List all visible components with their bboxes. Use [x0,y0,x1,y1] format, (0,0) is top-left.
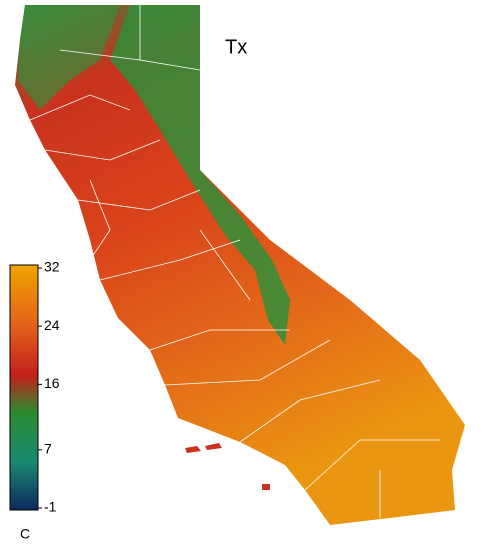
state-shape [15,5,465,525]
northwest-green [18,5,120,110]
colorbar-tick-label: 32 [44,259,60,275]
colorbar-unit: C [20,526,30,542]
islands [185,443,270,490]
colorbar-tick-label: 24 [44,317,60,333]
county-lines [29,5,440,518]
california-map [15,5,465,525]
colorbar [9,264,39,511]
colorbar-tick-label: 7 [44,441,52,457]
map-title: Tx [225,36,247,58]
mountain-band [110,5,290,345]
colorbar-tick-label: -1 [44,499,57,515]
colorbar-tick-label: 16 [44,375,60,391]
